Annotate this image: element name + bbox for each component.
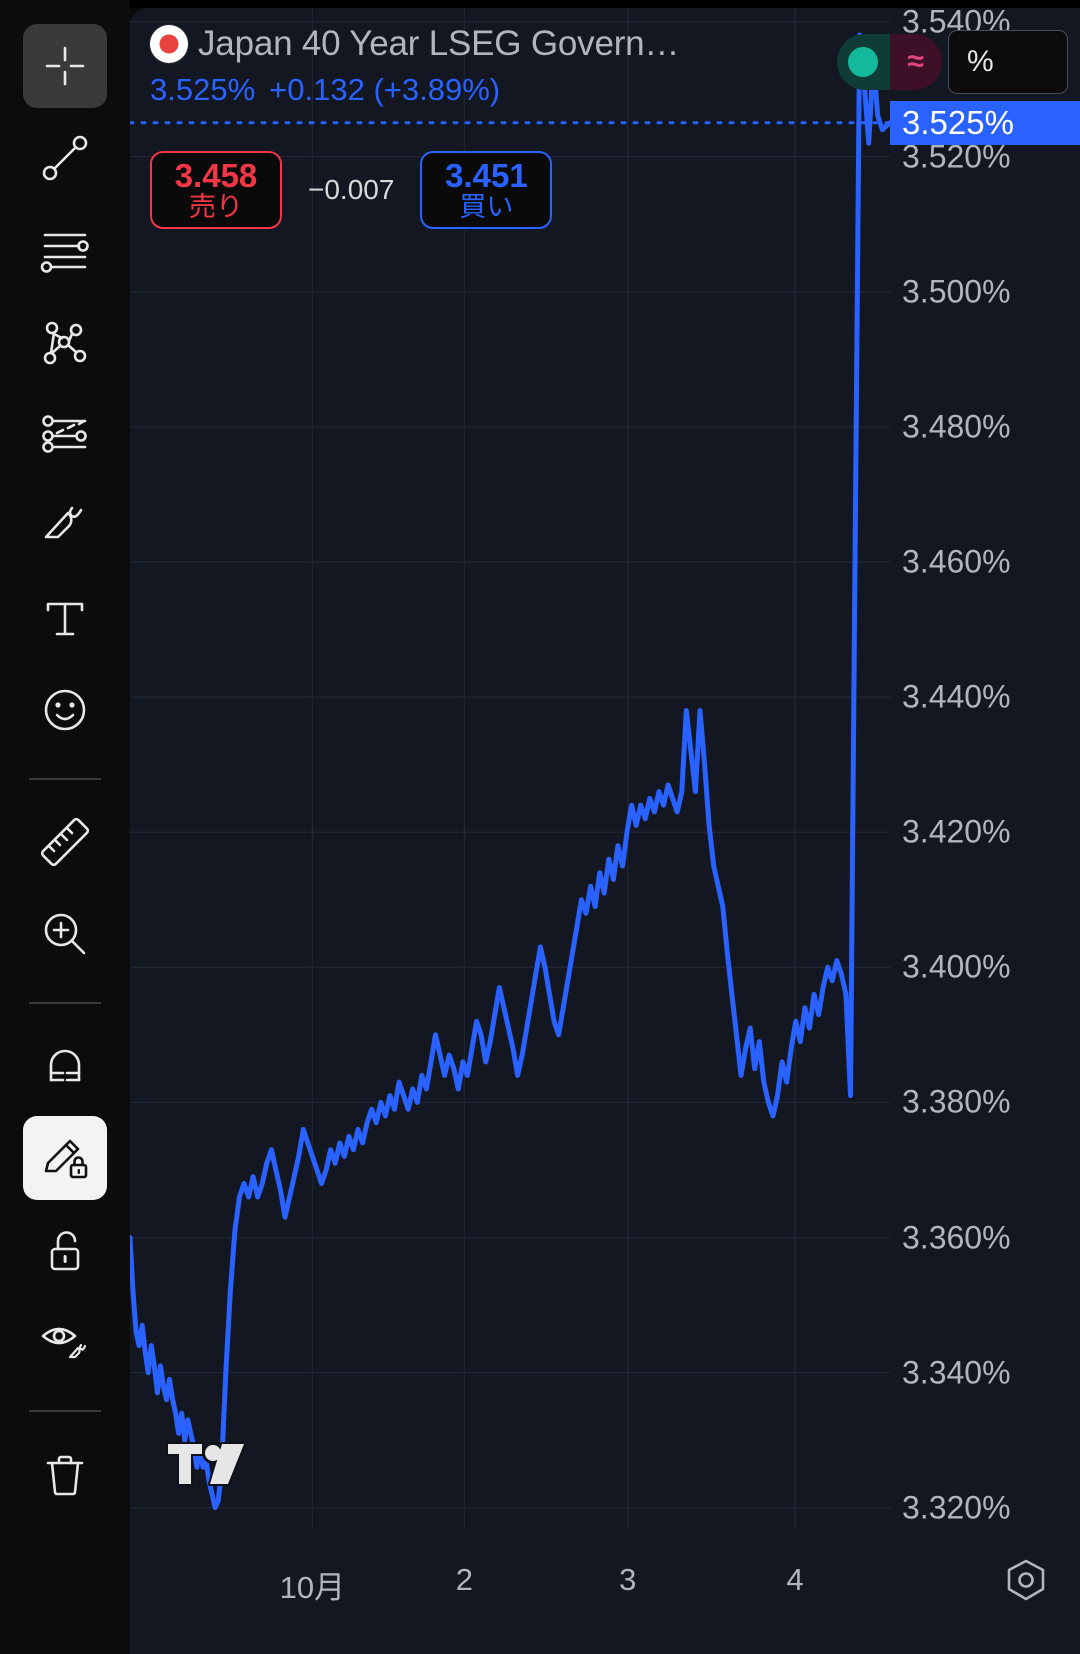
trend-line-tool[interactable] bbox=[23, 116, 107, 200]
remove-drawings-tool[interactable] bbox=[23, 1432, 107, 1516]
chart-settings-icon[interactable] bbox=[1002, 1556, 1050, 1609]
brush-icon bbox=[38, 499, 92, 553]
wave-icon: ≈ bbox=[907, 45, 924, 78]
buy-price: 3.451 bbox=[445, 156, 528, 194]
time-scale[interactable]: 10月 2 3 4 bbox=[130, 1528, 1080, 1654]
legend-symbol-row[interactable]: Japan 40 Year LSEG Govern… bbox=[150, 24, 679, 64]
pitchfork-icon bbox=[38, 315, 92, 369]
trend-line-icon bbox=[39, 132, 91, 184]
sell-badge[interactable]: 3.458 売り bbox=[150, 151, 282, 229]
emoji-tool[interactable] bbox=[23, 668, 107, 752]
price-series bbox=[130, 32, 890, 1511]
price-tick: 3.320% bbox=[902, 1489, 1011, 1526]
spread-value: −0.007 bbox=[308, 174, 395, 205]
price-tick: 3.460% bbox=[902, 543, 1011, 580]
price-tick: 3.360% bbox=[902, 1219, 1011, 1255]
lock-drawings-tool[interactable] bbox=[23, 1116, 107, 1200]
magnet-tool[interactable] bbox=[23, 1024, 107, 1108]
price-scale[interactable]: 3.540% 3.520% 3.500% 3.480% 3.460% 3.440% 3.42… bbox=[890, 3, 1080, 1528]
chart-legend: Japan 40 Year LSEG Govern… 3.525% +0.132 … bbox=[150, 24, 679, 108]
legend-price-row: 3.525% +0.132 (+3.89%) bbox=[150, 72, 679, 108]
crosshair-icon bbox=[43, 44, 87, 88]
text-icon bbox=[40, 593, 90, 643]
brush-tool[interactable] bbox=[23, 484, 107, 568]
plot-area[interactable] bbox=[130, 8, 890, 1528]
sell-price: 3.458 bbox=[174, 156, 258, 194]
zoom-in-icon bbox=[39, 908, 91, 960]
percent-scale-button[interactable]: % bbox=[948, 30, 1068, 94]
fib-retracement-icon bbox=[39, 408, 91, 460]
emoji-icon bbox=[39, 684, 91, 736]
toolbar-divider bbox=[29, 1410, 101, 1412]
time-tick: 2 bbox=[455, 1562, 474, 1597]
unlock-tool[interactable] bbox=[23, 1208, 107, 1292]
live-mode-button[interactable] bbox=[837, 34, 890, 90]
status-strip bbox=[0, 0, 1080, 8]
pencil-lock-icon bbox=[38, 1131, 92, 1185]
measure-tool[interactable] bbox=[23, 800, 107, 884]
wave-mode-button[interactable]: ≈ bbox=[889, 34, 942, 90]
chart-panel: Japan 40 Year LSEG Govern… 3.525% +0.132 … bbox=[130, 3, 1080, 1654]
horizontal-lines-tool[interactable] bbox=[23, 208, 107, 292]
fib-retracement-tool[interactable] bbox=[23, 392, 107, 476]
quote-row: 3.458 売り −0.007 3.451 買い bbox=[150, 151, 553, 229]
price-tick: 3.500% bbox=[902, 273, 1011, 310]
time-tick: 3 bbox=[619, 1562, 637, 1597]
change-absolute: +0.132 bbox=[269, 72, 365, 107]
price-tick: 3.380% bbox=[902, 1083, 1011, 1120]
time-tick: 10月 bbox=[279, 1570, 346, 1605]
price-tick: 3.420% bbox=[902, 813, 1011, 850]
pitchfork-tool[interactable] bbox=[23, 300, 107, 384]
eye-drawing-icon bbox=[37, 1314, 93, 1370]
text-tool[interactable] bbox=[23, 576, 107, 660]
percent-label: % bbox=[967, 45, 994, 78]
toolbar-divider bbox=[29, 1002, 101, 1004]
tradingview-logo-icon bbox=[166, 1436, 248, 1497]
crosshair-tool[interactable] bbox=[23, 24, 107, 108]
buy-badge[interactable]: 3.451 買い bbox=[420, 151, 553, 229]
price-tick: 3.440% bbox=[902, 678, 1011, 715]
price-tick: 3.400% bbox=[902, 948, 1011, 985]
toolbar-divider bbox=[29, 778, 101, 780]
symbol-title[interactable]: Japan 40 Year LSEG Govern… bbox=[198, 24, 680, 63]
current-price-tag[interactable]: 3.525% bbox=[890, 100, 1080, 145]
price-tick: 3.340% bbox=[902, 1354, 1011, 1391]
chart-mode-toggle[interactable]: ≈ bbox=[837, 34, 942, 90]
magnet-icon bbox=[39, 1040, 91, 1092]
hide-drawings-tool[interactable] bbox=[23, 1300, 107, 1384]
change-percent: (+3.89%) bbox=[373, 72, 501, 107]
last-price: 3.525% bbox=[150, 72, 256, 107]
live-dot-icon bbox=[848, 47, 879, 77]
time-tick: 4 bbox=[786, 1562, 804, 1597]
unlock-icon bbox=[39, 1224, 91, 1276]
zoom-in-tool[interactable] bbox=[23, 892, 107, 976]
price-tick: 3.480% bbox=[902, 408, 1011, 445]
buy-label: 買い bbox=[459, 192, 514, 223]
ruler-icon bbox=[38, 815, 92, 869]
trash-icon bbox=[39, 1448, 91, 1500]
sell-label: 売り bbox=[189, 192, 243, 223]
horizontal-lines-icon bbox=[39, 224, 91, 276]
japan-flag-icon bbox=[150, 25, 188, 63]
drawing-toolbar bbox=[0, 0, 130, 1654]
